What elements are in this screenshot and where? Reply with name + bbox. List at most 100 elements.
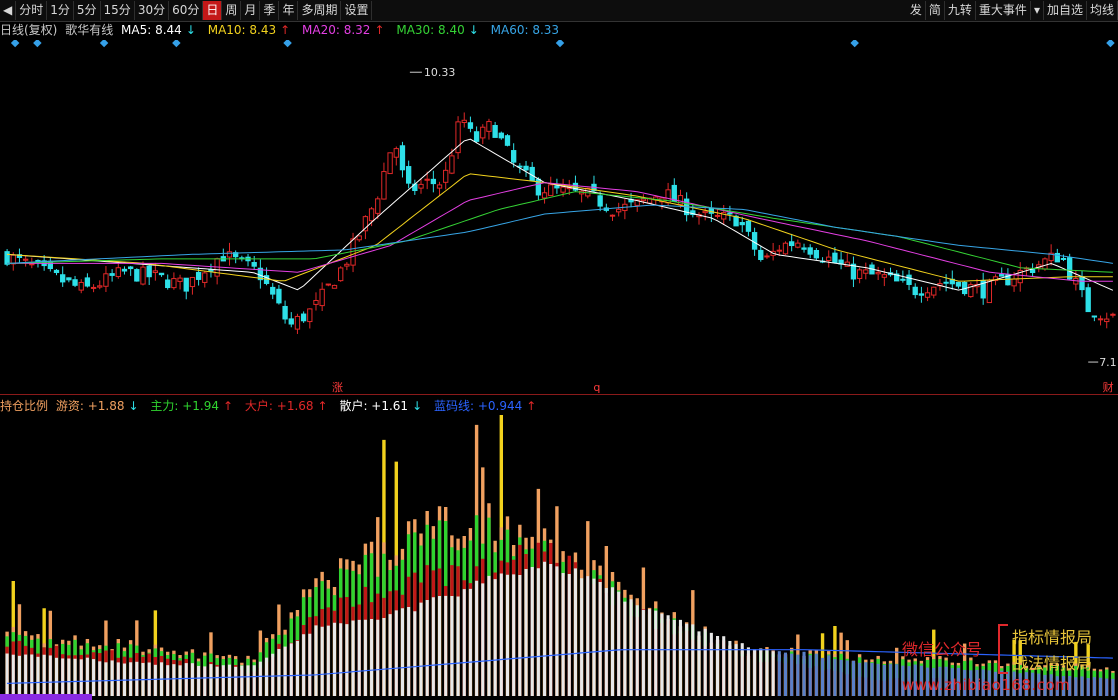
period-toolbar: ◀ 分时 1分 5分 15分 30分 60分 日 周 月 季 年 多周期 设置 … bbox=[0, 0, 1118, 22]
candle-body bbox=[430, 178, 437, 185]
period-tab-month[interactable]: 月 bbox=[241, 1, 261, 20]
candle-body bbox=[1097, 318, 1104, 321]
candle bbox=[158, 272, 165, 277]
period-tab-year[interactable]: 年 bbox=[279, 1, 299, 20]
candle-body bbox=[968, 284, 974, 298]
candle-body bbox=[850, 263, 857, 280]
candle-body bbox=[1110, 313, 1116, 316]
back-arrow-icon[interactable]: ◀ bbox=[0, 1, 17, 20]
scroll-position-bar[interactable] bbox=[0, 694, 92, 700]
candle bbox=[47, 257, 53, 272]
lanmaxian-line bbox=[7, 649, 1113, 684]
candle bbox=[387, 152, 393, 175]
candle-body bbox=[226, 251, 233, 258]
major-events-button[interactable]: 重大事件 bbox=[976, 1, 1031, 20]
candle-body bbox=[1017, 269, 1023, 284]
period-tab-fenshi[interactable]: 分时 bbox=[16, 1, 48, 20]
candle bbox=[480, 124, 486, 145]
lanmaxian-value: 蓝码线: +0.944 ↑ bbox=[433, 399, 537, 413]
candle-body bbox=[1029, 269, 1036, 274]
candle bbox=[813, 248, 820, 261]
candle bbox=[770, 242, 776, 261]
candle-body bbox=[399, 145, 406, 171]
candle bbox=[714, 209, 721, 219]
event-marker-icon bbox=[1106, 40, 1115, 48]
candle-body bbox=[1104, 318, 1110, 323]
candle-body bbox=[356, 235, 362, 241]
candle bbox=[702, 206, 708, 221]
candle bbox=[999, 267, 1005, 277]
main-chart-legend: 日线(复权) 歌华有线 MA5: 8.44 ↓ MA10: 8.43 ↑ MA20:… bbox=[0, 22, 567, 38]
candle bbox=[436, 181, 443, 197]
moving-average-button[interactable]: 均线 bbox=[1087, 1, 1118, 20]
settings-button[interactable]: 设置 bbox=[341, 1, 373, 20]
candle-body bbox=[103, 273, 109, 287]
jiuzhuan-button[interactable]: 九转 bbox=[945, 1, 976, 20]
candle-body bbox=[881, 274, 887, 278]
candle bbox=[912, 283, 918, 299]
watermark: 微信公众号 指标情报局 战法情报局 www.zhibiao168.com bbox=[902, 622, 1114, 698]
indicator-name: 持仓比例 bbox=[0, 399, 49, 413]
candle-body bbox=[294, 315, 301, 330]
jian-button[interactable]: 简 bbox=[926, 1, 945, 20]
candle bbox=[1017, 262, 1023, 292]
candle-body bbox=[60, 274, 66, 283]
candle-body bbox=[165, 279, 171, 289]
period-tab-60min[interactable]: 60分 bbox=[169, 1, 204, 20]
candle-body bbox=[387, 152, 393, 175]
chart-period-label: 日线(复权) bbox=[0, 23, 58, 37]
candle bbox=[288, 312, 294, 328]
candle-body bbox=[473, 131, 480, 142]
candle bbox=[177, 274, 183, 290]
candle bbox=[134, 268, 140, 282]
candle bbox=[1079, 270, 1085, 298]
period-tab-day[interactable]: 日 bbox=[203, 1, 223, 20]
period-tab-1min[interactable]: 1分 bbox=[47, 1, 74, 20]
candle-body bbox=[22, 258, 29, 261]
candle bbox=[529, 162, 535, 182]
candle-body bbox=[986, 279, 993, 304]
candle bbox=[795, 239, 801, 249]
candle bbox=[789, 233, 795, 252]
candle bbox=[622, 198, 628, 220]
period-tab-5min[interactable]: 5分 bbox=[74, 1, 101, 20]
chevron-down-icon[interactable]: ▾ bbox=[1031, 1, 1044, 20]
candle bbox=[233, 250, 239, 264]
candle-body bbox=[955, 281, 962, 287]
candle bbox=[245, 254, 251, 267]
candle-body bbox=[863, 269, 869, 274]
candle-body bbox=[313, 299, 319, 305]
candlestick-chart[interactable]: 10.33 7.1 涨 q 财 bbox=[0, 40, 1118, 394]
candle-body bbox=[733, 215, 739, 227]
candle bbox=[66, 277, 72, 283]
candle-body bbox=[1048, 252, 1054, 262]
add-watchlist-button[interactable]: 加自选 bbox=[1044, 1, 1087, 20]
candle bbox=[257, 259, 264, 289]
candle bbox=[338, 266, 344, 282]
period-tab-week[interactable]: 周 bbox=[222, 1, 242, 20]
candle-body bbox=[795, 242, 801, 248]
candle-body bbox=[90, 286, 97, 289]
period-tab-15min[interactable]: 15分 bbox=[101, 1, 135, 20]
period-tab-multi[interactable]: 多周期 bbox=[298, 1, 342, 20]
candle bbox=[443, 161, 449, 190]
candle bbox=[690, 203, 696, 218]
period-tab-30min[interactable]: 30分 bbox=[135, 1, 170, 20]
candle bbox=[84, 273, 91, 288]
position-ratio-chart[interactable] bbox=[0, 412, 1118, 700]
candle bbox=[300, 311, 307, 323]
candle-body bbox=[127, 266, 134, 270]
candle bbox=[121, 266, 128, 275]
candle bbox=[838, 252, 844, 270]
candle-body bbox=[721, 212, 727, 220]
candle bbox=[90, 284, 97, 293]
candle-body bbox=[918, 293, 925, 296]
period-tab-quarter[interactable]: 季 bbox=[260, 1, 280, 20]
candle-body bbox=[449, 155, 455, 174]
candle-body bbox=[776, 249, 782, 252]
candle-body bbox=[307, 308, 313, 323]
ma60-value: MA60: 8.33 bbox=[490, 23, 560, 37]
candle bbox=[504, 134, 511, 147]
stock-name: 歌华有线 bbox=[65, 23, 114, 37]
fa-button[interactable]: 发 bbox=[907, 1, 926, 20]
